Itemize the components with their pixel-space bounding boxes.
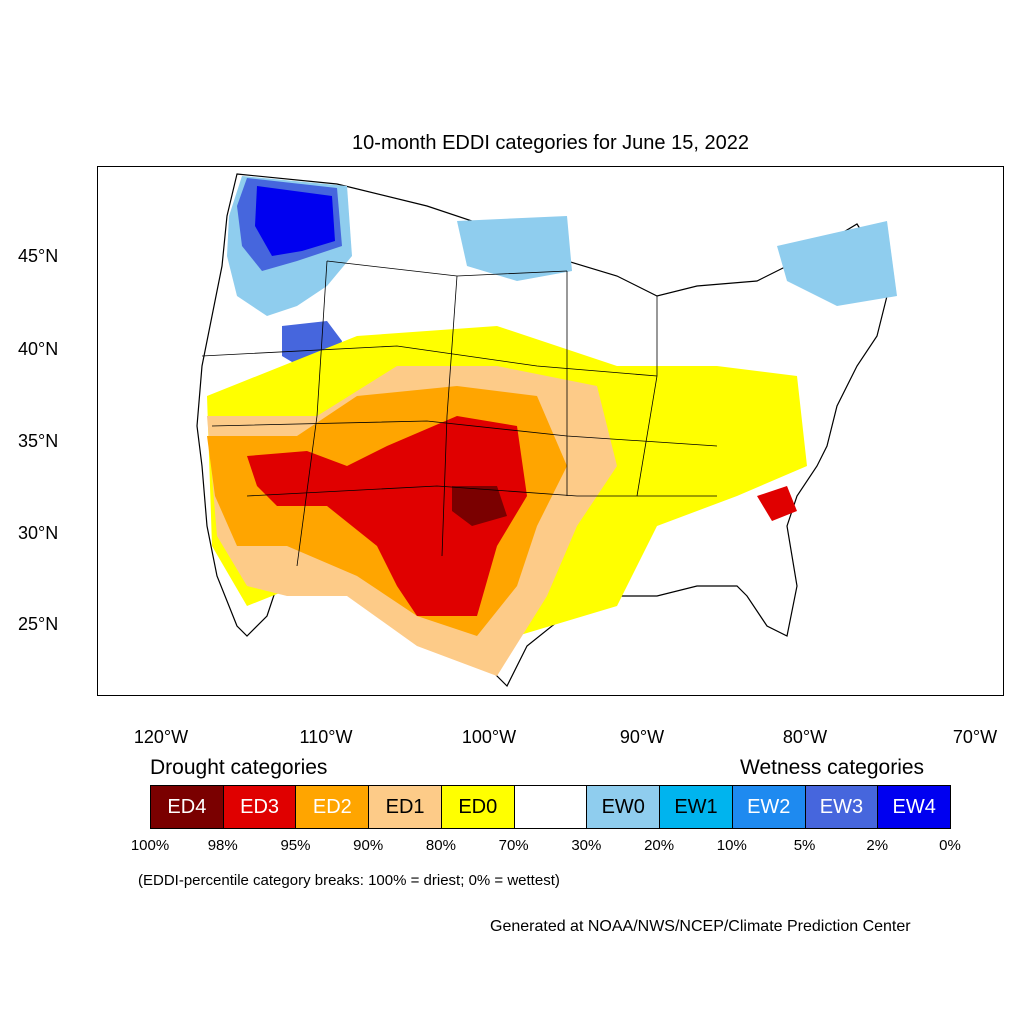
lon-label-90w: 90°W xyxy=(619,727,665,747)
lat-label-25: 25°N xyxy=(18,614,59,634)
legend-box-ed3: ED3 xyxy=(222,785,297,829)
legend-drought-heading: Drought categories xyxy=(150,756,328,779)
lon-label-120w: 120°W xyxy=(133,727,189,747)
legend-box-ew0: EW0 xyxy=(586,785,661,829)
lon-label-100w: 100°W xyxy=(461,727,517,747)
drought-ed3-southeast xyxy=(757,486,797,521)
legend-break-label: 2% xyxy=(866,837,889,854)
map-title: 10-month EDDI categories for June 15, 20… xyxy=(352,132,749,154)
map-border xyxy=(97,166,1004,696)
legend-break-label: 80% xyxy=(425,837,456,854)
legend-break-label: 5% xyxy=(793,837,816,854)
legend-break-label: 90% xyxy=(353,837,384,854)
lon-label-70w: 70°W xyxy=(952,727,998,747)
wet-region-northeast xyxy=(777,221,897,306)
drought-ed3 xyxy=(247,416,527,616)
legend-box-neutral xyxy=(513,785,588,829)
eddi-map xyxy=(97,166,1004,696)
legend-box-ew4: EW4 xyxy=(877,785,952,829)
credit-text: Generated at NOAA/NWS/NCEP/Climate Predi… xyxy=(490,918,911,935)
legend-break-label: 10% xyxy=(716,837,747,854)
legend-break-label: 95% xyxy=(280,837,311,854)
legend-box-ed2: ED2 xyxy=(295,785,370,829)
lat-label-35: 35°N xyxy=(18,431,59,451)
legend-break-label: 98% xyxy=(207,837,238,854)
legend-break-label: 30% xyxy=(571,837,602,854)
legend-box-ed1: ED1 xyxy=(368,785,442,829)
lon-label-80w: 80°W xyxy=(782,727,828,747)
lon-label-110w: 110°W xyxy=(299,727,353,747)
lat-label-30: 30°N xyxy=(18,523,59,543)
map-canvas xyxy=(97,166,1004,696)
legend-wetness-heading: Wetness categories xyxy=(740,756,925,779)
legend-box-ew2: EW2 xyxy=(731,785,806,829)
state-boundaries xyxy=(201,260,718,567)
legend-note: (EDDI-percentile category breaks: 100% =… xyxy=(138,872,560,889)
wet-region-ew4-northwest xyxy=(255,186,335,256)
lat-label-40: 40°N xyxy=(18,339,59,359)
legend-break-label: 70% xyxy=(498,837,529,854)
legend-break-label: 100% xyxy=(130,837,170,854)
lat-label-45: 45°N xyxy=(18,246,59,266)
wet-region-north-central xyxy=(457,216,572,281)
legend-break-label: 0% xyxy=(939,837,961,854)
legend-box-ew3: EW3 xyxy=(804,785,879,829)
legend-box-ed0: ED0 xyxy=(440,785,515,829)
legend-box-ew1: EW1 xyxy=(659,785,733,829)
legend-break-label: 20% xyxy=(644,837,675,854)
drought-ed4 xyxy=(452,486,507,526)
legend-color-bar: ED4 ED3 ED2 ED1 ED0 EW0 EW1 EW2 EW3 EW4 xyxy=(150,785,952,831)
legend-box-ed4: ED4 xyxy=(150,785,224,829)
